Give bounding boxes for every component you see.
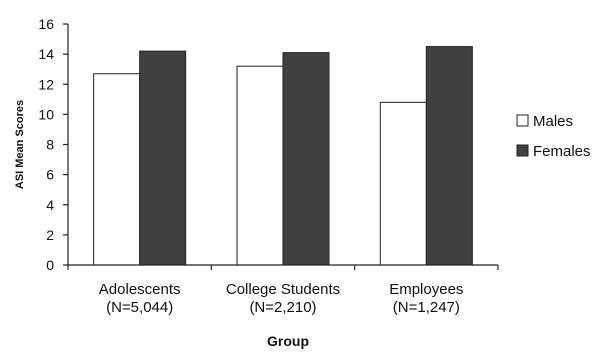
bars-group bbox=[93, 46, 473, 266]
y-axis-ticks: 0 2 4 6 8 10 12 14 16 bbox=[38, 16, 68, 273]
y-tick-label: 0 bbox=[46, 257, 54, 273]
y-tick-label: 10 bbox=[38, 106, 54, 122]
y-axis-title: ASI Mean Scores bbox=[14, 100, 26, 189]
category-sample-size: (N=5,044) bbox=[106, 299, 173, 316]
bar-females-1 bbox=[282, 52, 330, 266]
y-tick-label: 2 bbox=[46, 227, 54, 243]
y-tick-label: 4 bbox=[46, 197, 54, 213]
y-tick-label: 8 bbox=[46, 137, 54, 153]
x-axis-title: Group bbox=[267, 333, 309, 349]
bar-males-0 bbox=[93, 73, 141, 266]
category-sample-size: (N=2,210) bbox=[249, 299, 316, 316]
category-label: College Students bbox=[226, 281, 340, 298]
y-tick-label: 16 bbox=[38, 16, 54, 32]
category-sample-size: (N=1,247) bbox=[393, 299, 460, 316]
y-tick-label: 14 bbox=[38, 46, 54, 62]
legend-label-males: Males bbox=[533, 113, 573, 130]
bar-males-1 bbox=[236, 65, 284, 266]
category-labels: Adolescents(N=5,044) College Students(N=2… bbox=[99, 281, 464, 316]
legend-swatch-males bbox=[516, 114, 529, 127]
y-tick-label: 6 bbox=[46, 167, 54, 183]
legend: Males Females bbox=[516, 113, 591, 160]
legend-label-females: Females bbox=[533, 143, 591, 160]
category-label: Employees bbox=[389, 281, 463, 298]
legend-swatch-females bbox=[516, 144, 529, 157]
bar-females-2 bbox=[425, 46, 473, 266]
bar-males-2 bbox=[379, 101, 427, 266]
bar-females-0 bbox=[139, 50, 187, 266]
x-axis-ticks bbox=[67, 265, 499, 270]
y-tick-label: 12 bbox=[38, 76, 54, 92]
category-label: Adolescents bbox=[99, 281, 181, 298]
